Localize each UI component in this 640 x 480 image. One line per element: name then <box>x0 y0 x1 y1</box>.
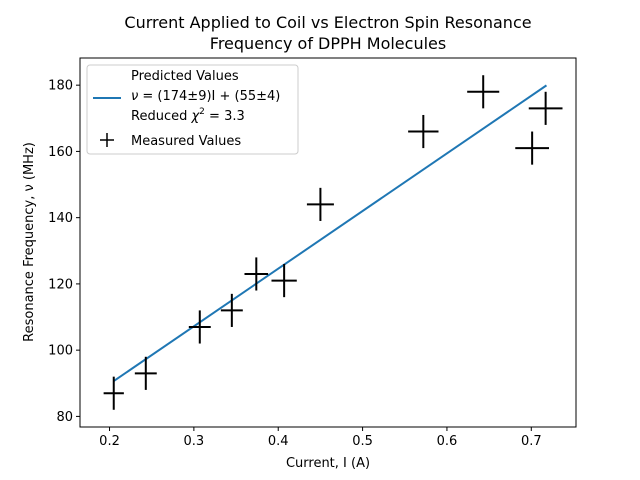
data-point <box>528 91 563 125</box>
data-point <box>306 187 334 221</box>
legend-chi-value: = 3.3 <box>205 109 245 124</box>
data-point <box>271 264 297 298</box>
legend: Predicted Values ν = (174±9)I + (55±4) R… <box>86 64 299 155</box>
y-tick-label: 80 <box>56 410 73 425</box>
axes-frame <box>79 57 577 428</box>
data-point <box>188 310 211 344</box>
y-tick-label: 180 <box>48 79 73 94</box>
y-tick-label: 160 <box>48 145 73 160</box>
legend-fit-label-line1: Predicted Values <box>131 69 239 84</box>
x-tick-label: 0.2 <box>99 434 120 449</box>
legend-box <box>86 64 299 155</box>
fit-line <box>113 84 548 382</box>
x-axis-label: Current, I (A) <box>286 456 370 471</box>
legend-chi-prefix: Reduced <box>131 109 191 124</box>
data-point <box>134 356 157 390</box>
x-tick-label: 0.7 <box>521 434 542 449</box>
y-axis-label: Resonance Frequency, ν (MHz) <box>22 142 37 342</box>
plot-area <box>103 75 563 410</box>
x-tick-label: 0.5 <box>352 434 373 449</box>
legend-measured-label: Measured Values <box>131 134 241 149</box>
chart-title-line2: Frequency of DPPH Molecules <box>210 34 446 53</box>
legend-fit-equation: = (174±9)I + (55±4) <box>138 89 280 104</box>
legend-nu-symbol: ν <box>131 89 138 104</box>
data-point <box>244 257 269 291</box>
x-tick-label: 0.3 <box>184 434 205 449</box>
axes-ticks: 0.2 0.3 0.4 0.5 0.6 0.7 80 100 120 140 160 180 <box>48 79 541 449</box>
legend-fit-label-line3: Reduced χ2 = 3.3 <box>131 107 245 124</box>
x-tick-label: 0.6 <box>437 434 458 449</box>
data-point <box>467 75 500 109</box>
data-point <box>220 293 243 327</box>
y-tick-label: 100 <box>48 344 73 359</box>
legend-fit-label-line2: ν = (174±9)I + (55±4) <box>131 89 280 104</box>
data-point <box>103 376 124 410</box>
data-point <box>515 131 550 165</box>
legend-chi-superscript: 2 <box>199 107 205 117</box>
x-tick-label: 0.4 <box>268 434 289 449</box>
legend-chi-symbol: χ <box>190 109 200 124</box>
y-tick-label: 140 <box>48 211 73 226</box>
data-point <box>408 114 439 149</box>
chart-title-line1: Current Applied to Coil vs Electron Spin… <box>124 13 531 32</box>
y-tick-label: 120 <box>48 277 73 292</box>
